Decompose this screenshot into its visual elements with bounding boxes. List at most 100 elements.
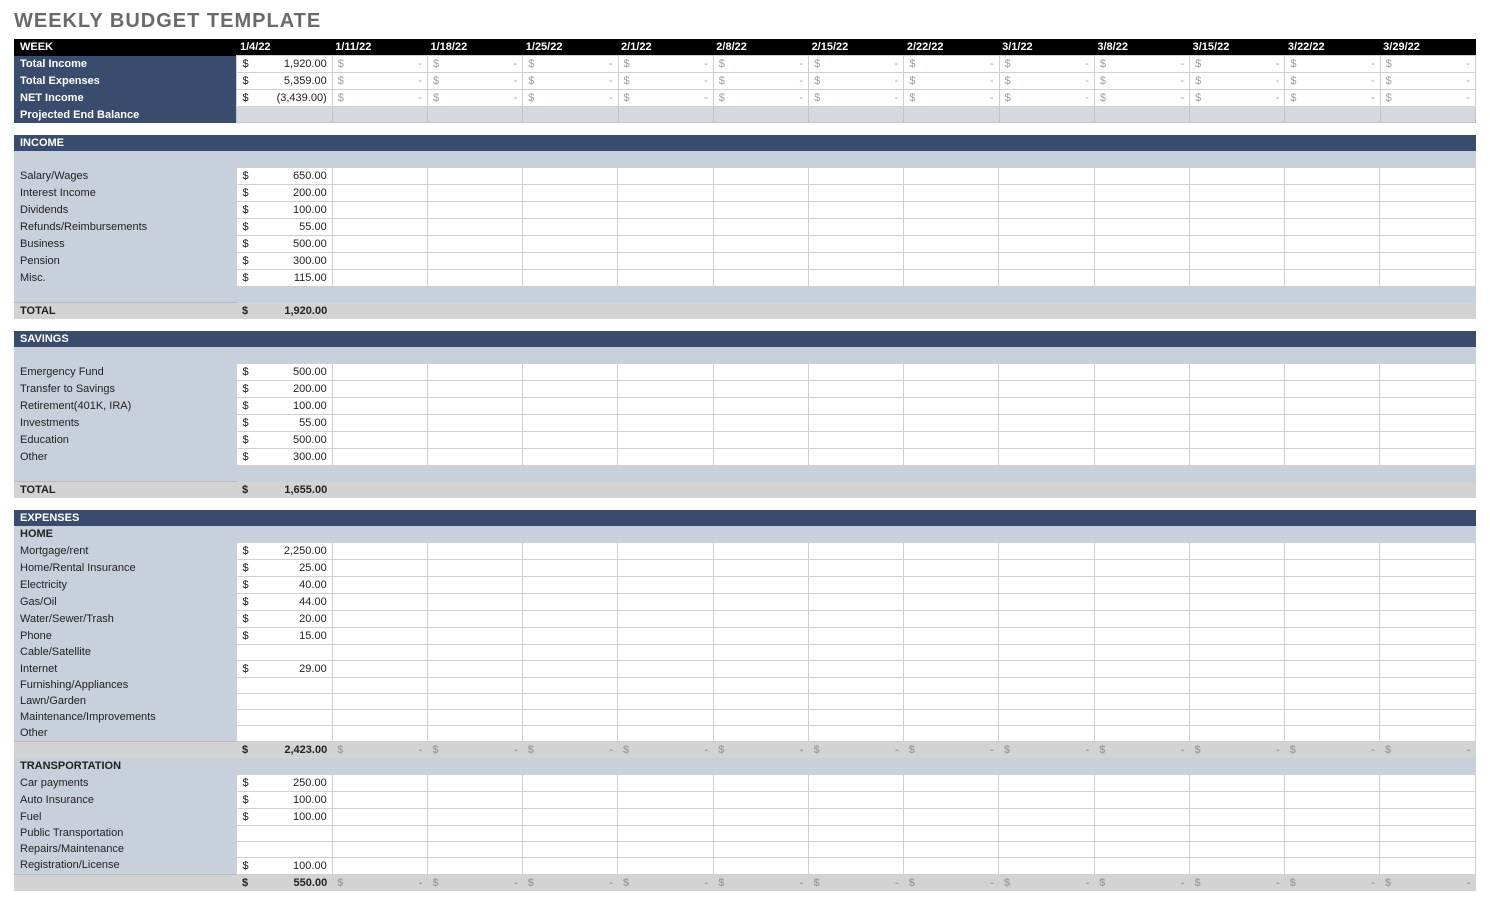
cell-value[interactable]: [904, 431, 999, 448]
cell-value[interactable]: [1285, 610, 1380, 627]
cell-value[interactable]: [427, 482, 522, 499]
cell-value[interactable]: [904, 107, 999, 123]
cell-value[interactable]: [332, 677, 427, 693]
cell-value[interactable]: [999, 593, 1094, 610]
cell-value[interactable]: [332, 559, 427, 576]
cell-value[interactable]: [999, 825, 1094, 841]
cell-value[interactable]: $-: [999, 874, 1094, 891]
cell-value[interactable]: [1380, 414, 1476, 431]
cell-value[interactable]: $-: [809, 56, 904, 73]
cell-value[interactable]: $-: [523, 874, 618, 891]
cell-value[interactable]: [1094, 774, 1189, 791]
cell-value[interactable]: [1380, 167, 1476, 184]
cell-value[interactable]: [904, 269, 999, 286]
cell-value[interactable]: [904, 218, 999, 235]
cell-value[interactable]: [904, 235, 999, 252]
cell-value[interactable]: [427, 610, 522, 627]
cell-value[interactable]: [999, 448, 1094, 465]
cell-value[interactable]: $-: [332, 56, 427, 73]
cell-value[interactable]: [1285, 542, 1380, 559]
cell-value[interactable]: [1094, 808, 1189, 825]
cell-value[interactable]: [808, 576, 903, 593]
cell-value[interactable]: [523, 184, 618, 201]
cell-value[interactable]: [904, 808, 999, 825]
cell-value[interactable]: [999, 107, 1094, 123]
cell-value[interactable]: [1285, 184, 1380, 201]
cell-value[interactable]: [1189, 693, 1284, 709]
cell-value[interactable]: [1380, 431, 1476, 448]
cell-value[interactable]: [332, 218, 427, 235]
cell-value[interactable]: [999, 482, 1094, 499]
cell-value[interactable]: [1380, 303, 1476, 320]
cell-value[interactable]: [1094, 610, 1189, 627]
cell-value[interactable]: [618, 235, 713, 252]
cell-value[interactable]: [1094, 303, 1189, 320]
cell-value[interactable]: [1094, 693, 1189, 709]
cell-value[interactable]: $100.00: [237, 201, 332, 218]
cell-value[interactable]: [999, 167, 1094, 184]
cell-value[interactable]: [427, 431, 522, 448]
cell-value[interactable]: $100.00: [237, 808, 332, 825]
cell-value[interactable]: [999, 693, 1094, 709]
cell-value[interactable]: $-: [1285, 73, 1380, 90]
cell-value[interactable]: [713, 774, 808, 791]
cell-value[interactable]: [618, 448, 713, 465]
cell-value[interactable]: $1,920.00: [237, 56, 332, 73]
cell-value[interactable]: [1189, 448, 1284, 465]
cell-value[interactable]: [1189, 363, 1284, 380]
cell-value[interactable]: [427, 774, 522, 791]
cell-value[interactable]: [523, 677, 618, 693]
cell-value[interactable]: [904, 709, 999, 725]
cell-value[interactable]: [427, 693, 522, 709]
cell-value[interactable]: [1094, 725, 1189, 742]
cell-value[interactable]: [618, 201, 713, 218]
cell-value[interactable]: [808, 218, 903, 235]
cell-value[interactable]: $40.00: [237, 576, 332, 593]
cell-value[interactable]: [904, 482, 999, 499]
cell-value[interactable]: [618, 107, 713, 123]
cell-value[interactable]: $550.00: [237, 874, 332, 891]
cell-value[interactable]: [332, 542, 427, 559]
cell-value[interactable]: [1094, 644, 1189, 660]
cell-value[interactable]: [999, 397, 1094, 414]
cell-value[interactable]: [1285, 482, 1380, 499]
cell-value[interactable]: [332, 269, 427, 286]
cell-value[interactable]: $-: [1380, 90, 1475, 107]
cell-value[interactable]: $(3,439.00): [237, 90, 332, 107]
cell-value[interactable]: [523, 482, 618, 499]
cell-value[interactable]: $-: [999, 56, 1094, 73]
cell-value[interactable]: [427, 380, 522, 397]
cell-value[interactable]: [523, 644, 618, 660]
cell-value[interactable]: [999, 218, 1094, 235]
cell-value[interactable]: [618, 825, 713, 841]
cell-value[interactable]: [523, 774, 618, 791]
cell-value[interactable]: [1380, 184, 1476, 201]
cell-value[interactable]: [523, 725, 618, 742]
cell-value[interactable]: $-: [713, 90, 808, 107]
cell-value[interactable]: [332, 725, 427, 742]
cell-value[interactable]: [332, 448, 427, 465]
cell-value[interactable]: $300.00: [237, 252, 332, 269]
cell-value[interactable]: [427, 167, 522, 184]
cell-value[interactable]: [713, 825, 808, 841]
cell-value[interactable]: [999, 414, 1094, 431]
cell-value[interactable]: $20.00: [237, 610, 332, 627]
cell-value[interactable]: [904, 693, 999, 709]
cell-value[interactable]: [618, 610, 713, 627]
cell-value[interactable]: $-: [713, 56, 808, 73]
cell-value[interactable]: [808, 414, 903, 431]
cell-value[interactable]: [1380, 218, 1476, 235]
cell-value[interactable]: [523, 542, 618, 559]
cell-value[interactable]: [237, 677, 332, 693]
cell-value[interactable]: [713, 235, 808, 252]
cell-value[interactable]: [1189, 774, 1284, 791]
cell-value[interactable]: [1189, 725, 1284, 742]
cell-value[interactable]: $-: [428, 56, 523, 73]
cell-value[interactable]: [523, 857, 618, 874]
cell-value[interactable]: [427, 252, 522, 269]
cell-value[interactable]: [332, 252, 427, 269]
cell-value[interactable]: [1189, 593, 1284, 610]
cell-value[interactable]: [618, 482, 713, 499]
cell-value[interactable]: [1380, 448, 1476, 465]
cell-value[interactable]: [1285, 627, 1380, 644]
